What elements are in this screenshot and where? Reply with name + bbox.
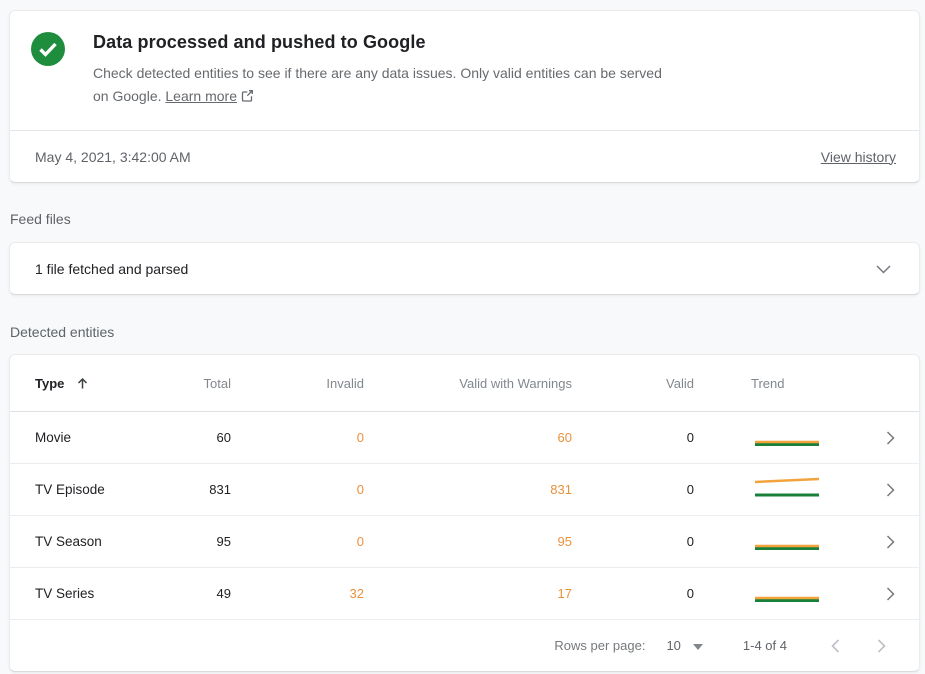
table-row-tv-episode[interactable]: TV Episode 831 0 831 0: [10, 464, 919, 516]
entity-type: Movie: [35, 430, 72, 445]
valid-with-warnings-value: 831: [550, 482, 572, 497]
success-check-icon: [31, 32, 65, 66]
status-card: Data processed and pushed to Google Chec…: [9, 10, 920, 183]
table-header-row: Type Total Invalid Valid with Warnings V…: [10, 355, 919, 412]
total-value: 831: [209, 482, 231, 497]
status-card-divider: [10, 130, 919, 131]
next-page-button[interactable]: [871, 636, 891, 656]
column-header-valid-with-warnings[interactable]: Valid with Warnings: [459, 375, 572, 391]
trend-sparkline: [694, 527, 857, 557]
detected-entities-section-label: Detected entities: [10, 324, 115, 340]
total-value: 49: [216, 586, 231, 601]
table-row-tv-series[interactable]: TV Series 49 32 17 0: [10, 568, 919, 620]
rows-per-page-select[interactable]: 10: [666, 638, 703, 653]
status-title: Data processed and pushed to Google: [93, 32, 426, 52]
open-in-new-icon[interactable]: [241, 86, 254, 109]
rows-per-page-value: 10: [666, 638, 681, 653]
trend-sparkline: [694, 475, 857, 505]
valid-value: 0: [686, 430, 694, 445]
invalid-value: 32: [349, 586, 364, 601]
entity-type: TV Series: [35, 586, 95, 601]
status-description: Check detected entities to see if there …: [93, 62, 671, 109]
column-header-invalid[interactable]: Invalid: [326, 375, 364, 391]
rows-per-page-label: Rows per page:: [554, 638, 646, 653]
column-header-total[interactable]: Total: [203, 375, 231, 391]
entity-type: TV Episode: [35, 482, 105, 497]
valid-with-warnings-value: 17: [557, 586, 572, 601]
feed-files-expander[interactable]: 1 file fetched and parsed: [9, 242, 920, 295]
previous-page-button[interactable]: [825, 636, 845, 656]
invalid-value: 0: [356, 482, 364, 497]
chevron-right-icon[interactable]: [857, 534, 903, 549]
valid-value: 0: [686, 586, 694, 601]
chevron-right-icon[interactable]: [857, 430, 903, 445]
table-row-tv-season[interactable]: TV Season 95 0 95 0: [10, 516, 919, 568]
valid-with-warnings-value: 95: [557, 534, 572, 549]
feed-files-section-label: Feed files: [10, 211, 71, 227]
status-description-text: Check detected entities to see if there …: [93, 65, 662, 104]
chevron-right-icon[interactable]: [857, 586, 903, 601]
column-header-valid[interactable]: Valid: [666, 375, 694, 391]
total-value: 60: [216, 430, 231, 445]
valid-value: 0: [686, 534, 694, 549]
learn-more-link[interactable]: Learn more: [165, 88, 237, 104]
chevron-down-icon[interactable]: [876, 261, 891, 277]
column-header-type-label: Type: [35, 375, 65, 391]
trend-sparkline: [694, 423, 857, 453]
feed-timestamp: May 4, 2021, 3:42:00 AM: [35, 148, 191, 165]
invalid-value: 0: [356, 534, 364, 549]
dropdown-arrow-icon: [692, 638, 703, 653]
pagination-range: 1-4 of 4: [742, 638, 787, 653]
chevron-right-icon[interactable]: [857, 482, 903, 497]
trend-sparkline: [694, 579, 857, 609]
detected-entities-table: Type Total Invalid Valid with Warnings V…: [9, 354, 920, 672]
valid-with-warnings-value: 60: [557, 430, 572, 445]
total-value: 95: [216, 534, 231, 549]
valid-value: 0: [686, 482, 694, 497]
sort-ascending-icon: [76, 377, 89, 390]
view-history-link[interactable]: View history: [820, 148, 896, 165]
column-header-type[interactable]: Type: [35, 376, 155, 391]
entity-type: TV Season: [35, 534, 102, 549]
table-row-movie[interactable]: Movie 60 0 60 0: [10, 412, 919, 464]
column-header-trend: Trend: [751, 375, 785, 391]
invalid-value: 0: [356, 430, 364, 445]
feed-files-summary: 1 file fetched and parsed: [35, 260, 189, 277]
table-pagination: Rows per page: 10 1-4 of 4: [10, 620, 919, 671]
